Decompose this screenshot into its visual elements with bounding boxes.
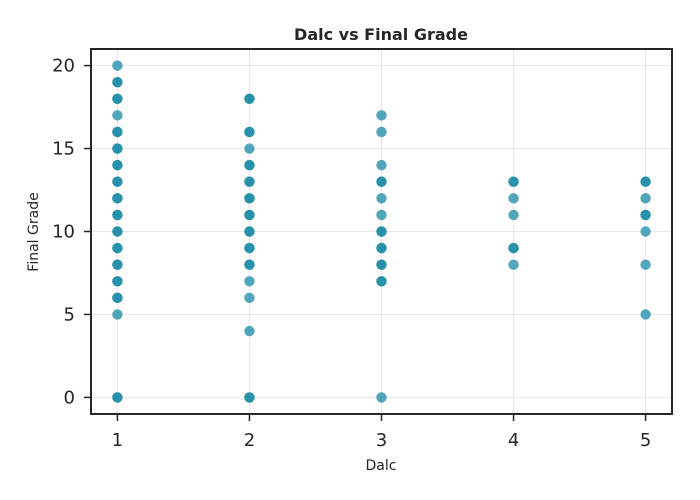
data-point bbox=[244, 292, 255, 304]
data-point bbox=[112, 126, 123, 138]
data-point bbox=[244, 242, 255, 254]
data-point bbox=[376, 110, 387, 121]
data-point bbox=[376, 242, 387, 254]
data-points bbox=[112, 60, 651, 403]
data-point bbox=[376, 176, 387, 187]
y-axis-label: Final Grade bbox=[26, 192, 42, 271]
data-point bbox=[244, 93, 255, 104]
data-point bbox=[112, 292, 123, 304]
y-tick-label: 10 bbox=[52, 222, 75, 243]
x-tick-label: 2 bbox=[244, 430, 255, 451]
data-point bbox=[112, 176, 123, 187]
data-point bbox=[508, 259, 519, 270]
y-tick-label: 0 bbox=[64, 387, 75, 408]
data-point bbox=[244, 276, 255, 287]
data-point bbox=[640, 209, 651, 221]
x-axis-label: Dalc bbox=[366, 458, 397, 474]
data-point bbox=[112, 193, 123, 204]
data-point bbox=[112, 392, 123, 403]
data-point bbox=[112, 259, 123, 270]
data-point bbox=[244, 392, 255, 403]
data-point bbox=[112, 226, 123, 237]
data-point bbox=[376, 209, 387, 221]
data-point bbox=[112, 209, 123, 221]
data-point bbox=[376, 159, 387, 171]
data-point bbox=[244, 193, 255, 204]
data-point bbox=[112, 76, 123, 88]
y-tick-label: 15 bbox=[52, 139, 75, 160]
data-point bbox=[112, 93, 123, 104]
data-point bbox=[508, 242, 519, 254]
axis-ticks: 1 2 3 4 5 0 5 10 15 20 bbox=[52, 56, 651, 451]
data-point bbox=[112, 159, 123, 171]
data-point bbox=[640, 226, 651, 237]
data-point bbox=[244, 209, 255, 221]
x-tick-label: 4 bbox=[508, 430, 519, 451]
data-point bbox=[112, 276, 123, 287]
data-point bbox=[244, 143, 255, 154]
data-point bbox=[244, 259, 255, 270]
data-point bbox=[112, 242, 123, 254]
x-tick-label: 1 bbox=[112, 430, 123, 451]
x-tick-label: 5 bbox=[640, 430, 651, 451]
data-point bbox=[112, 60, 123, 71]
data-point bbox=[376, 193, 387, 204]
data-point bbox=[640, 176, 651, 187]
data-point bbox=[244, 325, 255, 337]
data-point bbox=[244, 226, 255, 237]
chart-title: Dalc vs Final Grade bbox=[294, 25, 468, 44]
data-point bbox=[508, 209, 519, 221]
data-point bbox=[112, 110, 123, 121]
data-point bbox=[640, 309, 651, 320]
data-point bbox=[244, 176, 255, 187]
data-point bbox=[376, 259, 387, 270]
data-point bbox=[112, 143, 123, 154]
data-point bbox=[508, 176, 519, 187]
y-tick-label: 5 bbox=[64, 304, 75, 325]
x-tick-label: 3 bbox=[376, 430, 387, 451]
data-point bbox=[376, 392, 387, 403]
data-point bbox=[640, 193, 651, 204]
data-point bbox=[376, 126, 387, 138]
data-point bbox=[112, 309, 123, 320]
y-tick-label: 20 bbox=[52, 56, 75, 77]
data-point bbox=[508, 193, 519, 204]
data-point bbox=[244, 126, 255, 138]
data-point bbox=[376, 226, 387, 237]
data-point bbox=[244, 159, 255, 171]
data-point bbox=[376, 276, 387, 287]
data-point bbox=[640, 259, 651, 270]
